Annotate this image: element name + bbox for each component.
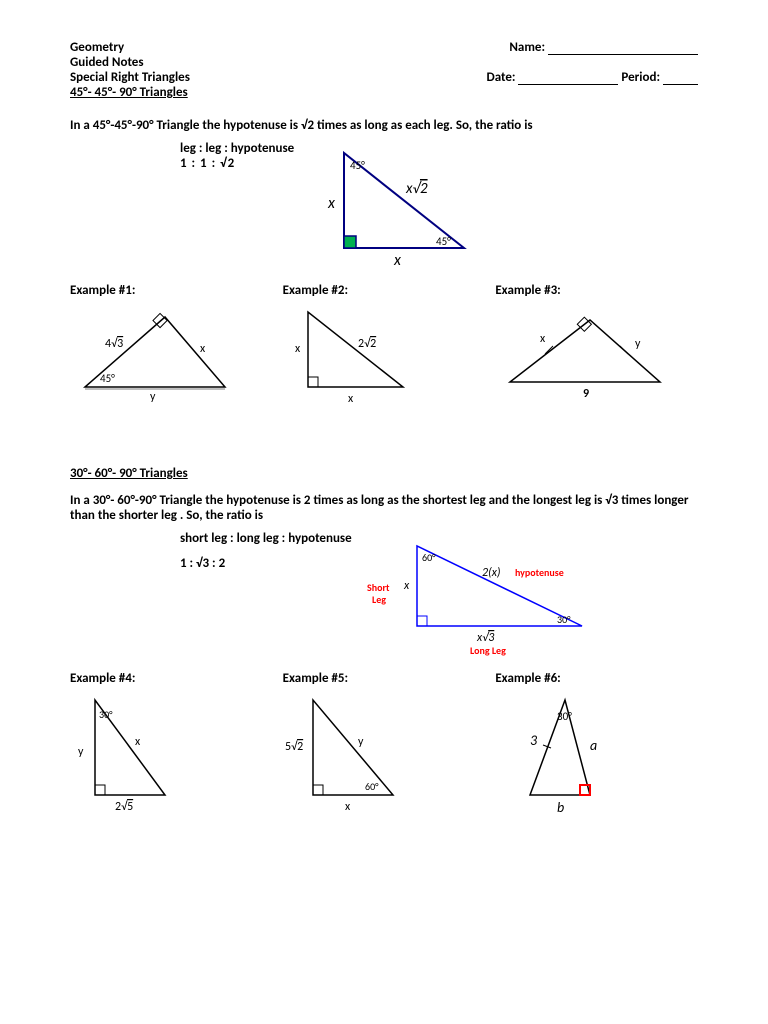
svg-text:60°: 60° [365,780,379,793]
svg-text:hypotenuse: hypotenuse [515,566,564,579]
svg-text:x: x [403,579,410,593]
diagram-30-60-90: 60° 30° x Short Leg 2(x) hypotenuse x√3 … [362,531,602,661]
svg-text:x: x [348,392,354,406]
section-45-45-90: In a 45°-45°-90° Triangle the hypotenuse… [70,118,698,416]
subject: Geometry [70,40,124,55]
svg-text:4√3: 4√3 [105,337,123,351]
svg-text:y: y [150,390,156,402]
diagram-45-45-90: 45° 45° x x x√2 [314,133,494,273]
example-2: Example #2: x 2√2 x [283,283,486,416]
svg-text:30°: 30° [99,708,113,721]
svg-text:2(x): 2(x) [482,566,501,580]
svg-text:2√2: 2√2 [358,337,376,351]
example-1: Example #1: 4√3 x 45° y [70,283,273,416]
intro-30: In a 30°- 60°-90° Triangle the hypotenus… [70,493,698,523]
example-6: Example #6: 30° 3 a b [495,671,698,824]
svg-text:2√5: 2√5 [115,800,133,814]
section-30-60-90: 30°- 60°- 90° Triangles In a 30°- 60°-90… [70,466,698,824]
date-period: Date: Period: [487,70,698,85]
left-leg: x [327,194,336,213]
sub-topic: 45°- 45°- 90° Triangles [70,85,698,100]
topic: Special Right Triangles [70,70,190,85]
svg-text:y: y [358,735,364,749]
svg-text:x√3: x√3 [476,631,494,645]
svg-text:9: 9 [583,387,589,401]
angle-top: 45° [350,159,365,172]
svg-text:Leg: Leg [372,593,386,606]
svg-text:45°: 45° [100,372,115,385]
svg-text:b: b [557,799,564,816]
ratio-45: leg : leg : hypotenuse 1 : 1 : √2 [180,141,294,171]
svg-text:a: a [590,737,597,754]
example-3: Example #3: x y 9 [495,283,698,416]
bottom-leg: x [393,251,402,270]
ratio-30: short leg : long leg : hypotenuse 1 : √3… [180,531,352,571]
subtitle: Guided Notes [70,55,698,70]
svg-text:Long Leg: Long Leg [470,644,506,657]
svg-text:y: y [78,745,84,759]
svg-text:3: 3 [530,732,537,749]
svg-text:5√2: 5√2 [285,740,303,754]
worksheet-header: Geometry Name: Guided Notes Special Righ… [70,40,698,100]
example-5: Example #5: 5√2 y 60° x [283,671,486,824]
svg-text:x: x [345,800,351,814]
examples-row-2: Example #4: 30° y x 2√5 Example #5: 5√2 … [70,671,698,824]
hypotenuse-45: x√2 [405,180,428,198]
examples-row-1: Example #1: 4√3 x 45° y Example #2: x 2√… [70,283,698,416]
intro-45: In a 45°-45°-90° Triangle the hypotenuse… [70,118,698,133]
svg-text:30°: 30° [557,613,571,626]
svg-text:60°: 60° [422,551,436,564]
name-field: Name: [509,40,698,55]
example-4: Example #4: 30° y x 2√5 [70,671,273,824]
heading-30: 30°- 60°- 90° Triangles [70,466,698,481]
svg-text:x: x [540,332,546,346]
svg-text:x: x [295,342,301,356]
angle-right: 45° [436,235,451,248]
svg-text:x: x [135,735,141,749]
svg-text:y: y [635,337,641,351]
svg-text:x: x [200,342,206,356]
svg-text:30°: 30° [557,710,572,723]
